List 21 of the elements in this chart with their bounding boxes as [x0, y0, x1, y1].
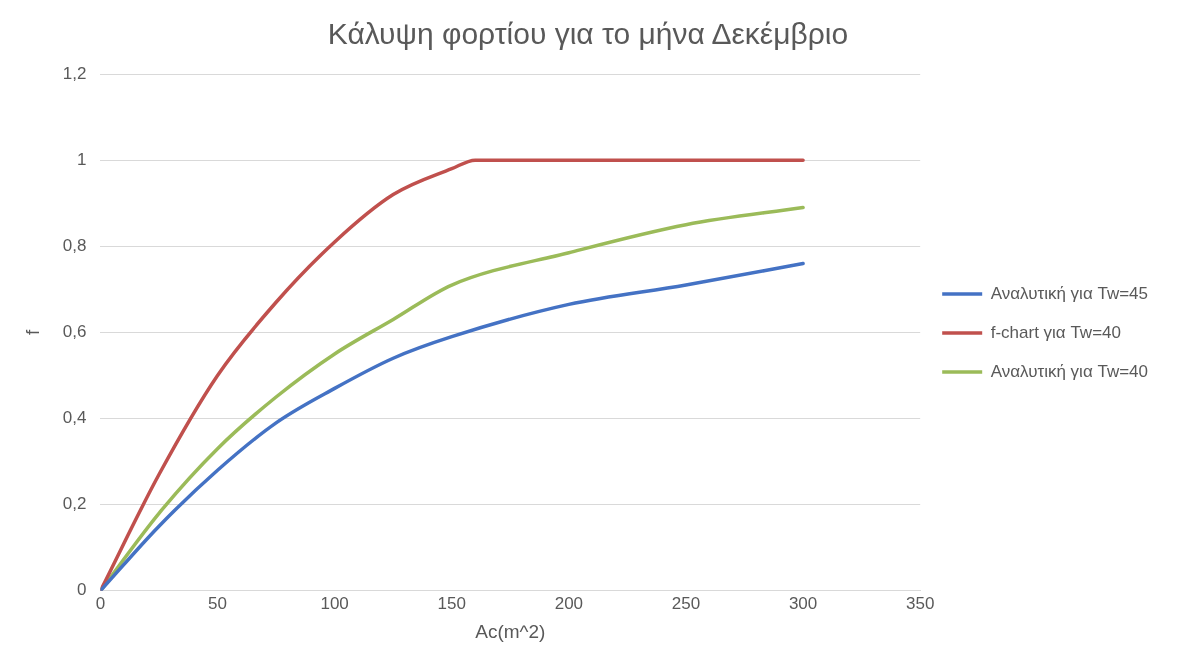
x-tick-label: 150	[437, 593, 466, 613]
x-tick-label: 300	[788, 593, 818, 613]
y-tick-label: 1,2	[62, 63, 87, 83]
legend-label: f-chart για Tw=40	[990, 322, 1121, 342]
x-tick-label: 100	[320, 593, 349, 613]
y-tick-label: 0,2	[62, 494, 87, 514]
legend-label: Αναλυτική για Tw=40	[990, 361, 1148, 381]
x-tick-label: 250	[671, 593, 701, 613]
x-tick-label: 350	[906, 593, 935, 613]
x-axis-title: Ac(m^2)	[475, 620, 546, 642]
y-tick-label: 0	[76, 580, 87, 600]
x-tick-label: 200	[554, 593, 584, 613]
chart-title: Κάλυψη φορτίου για το μήνα Δεκέμβριο	[327, 17, 849, 51]
y-tick-label: 0,6	[62, 322, 87, 342]
x-tick-label: 0	[95, 593, 106, 613]
y-axis-title: f	[21, 329, 43, 336]
legend-label: Αναλυτική για Tw=45	[990, 283, 1148, 303]
x-tick-label: 50	[208, 593, 227, 613]
y-tick-label: 0,8	[62, 235, 87, 255]
y-tick-label: 1	[76, 149, 87, 169]
y-tick-label: 0,4	[62, 408, 87, 428]
